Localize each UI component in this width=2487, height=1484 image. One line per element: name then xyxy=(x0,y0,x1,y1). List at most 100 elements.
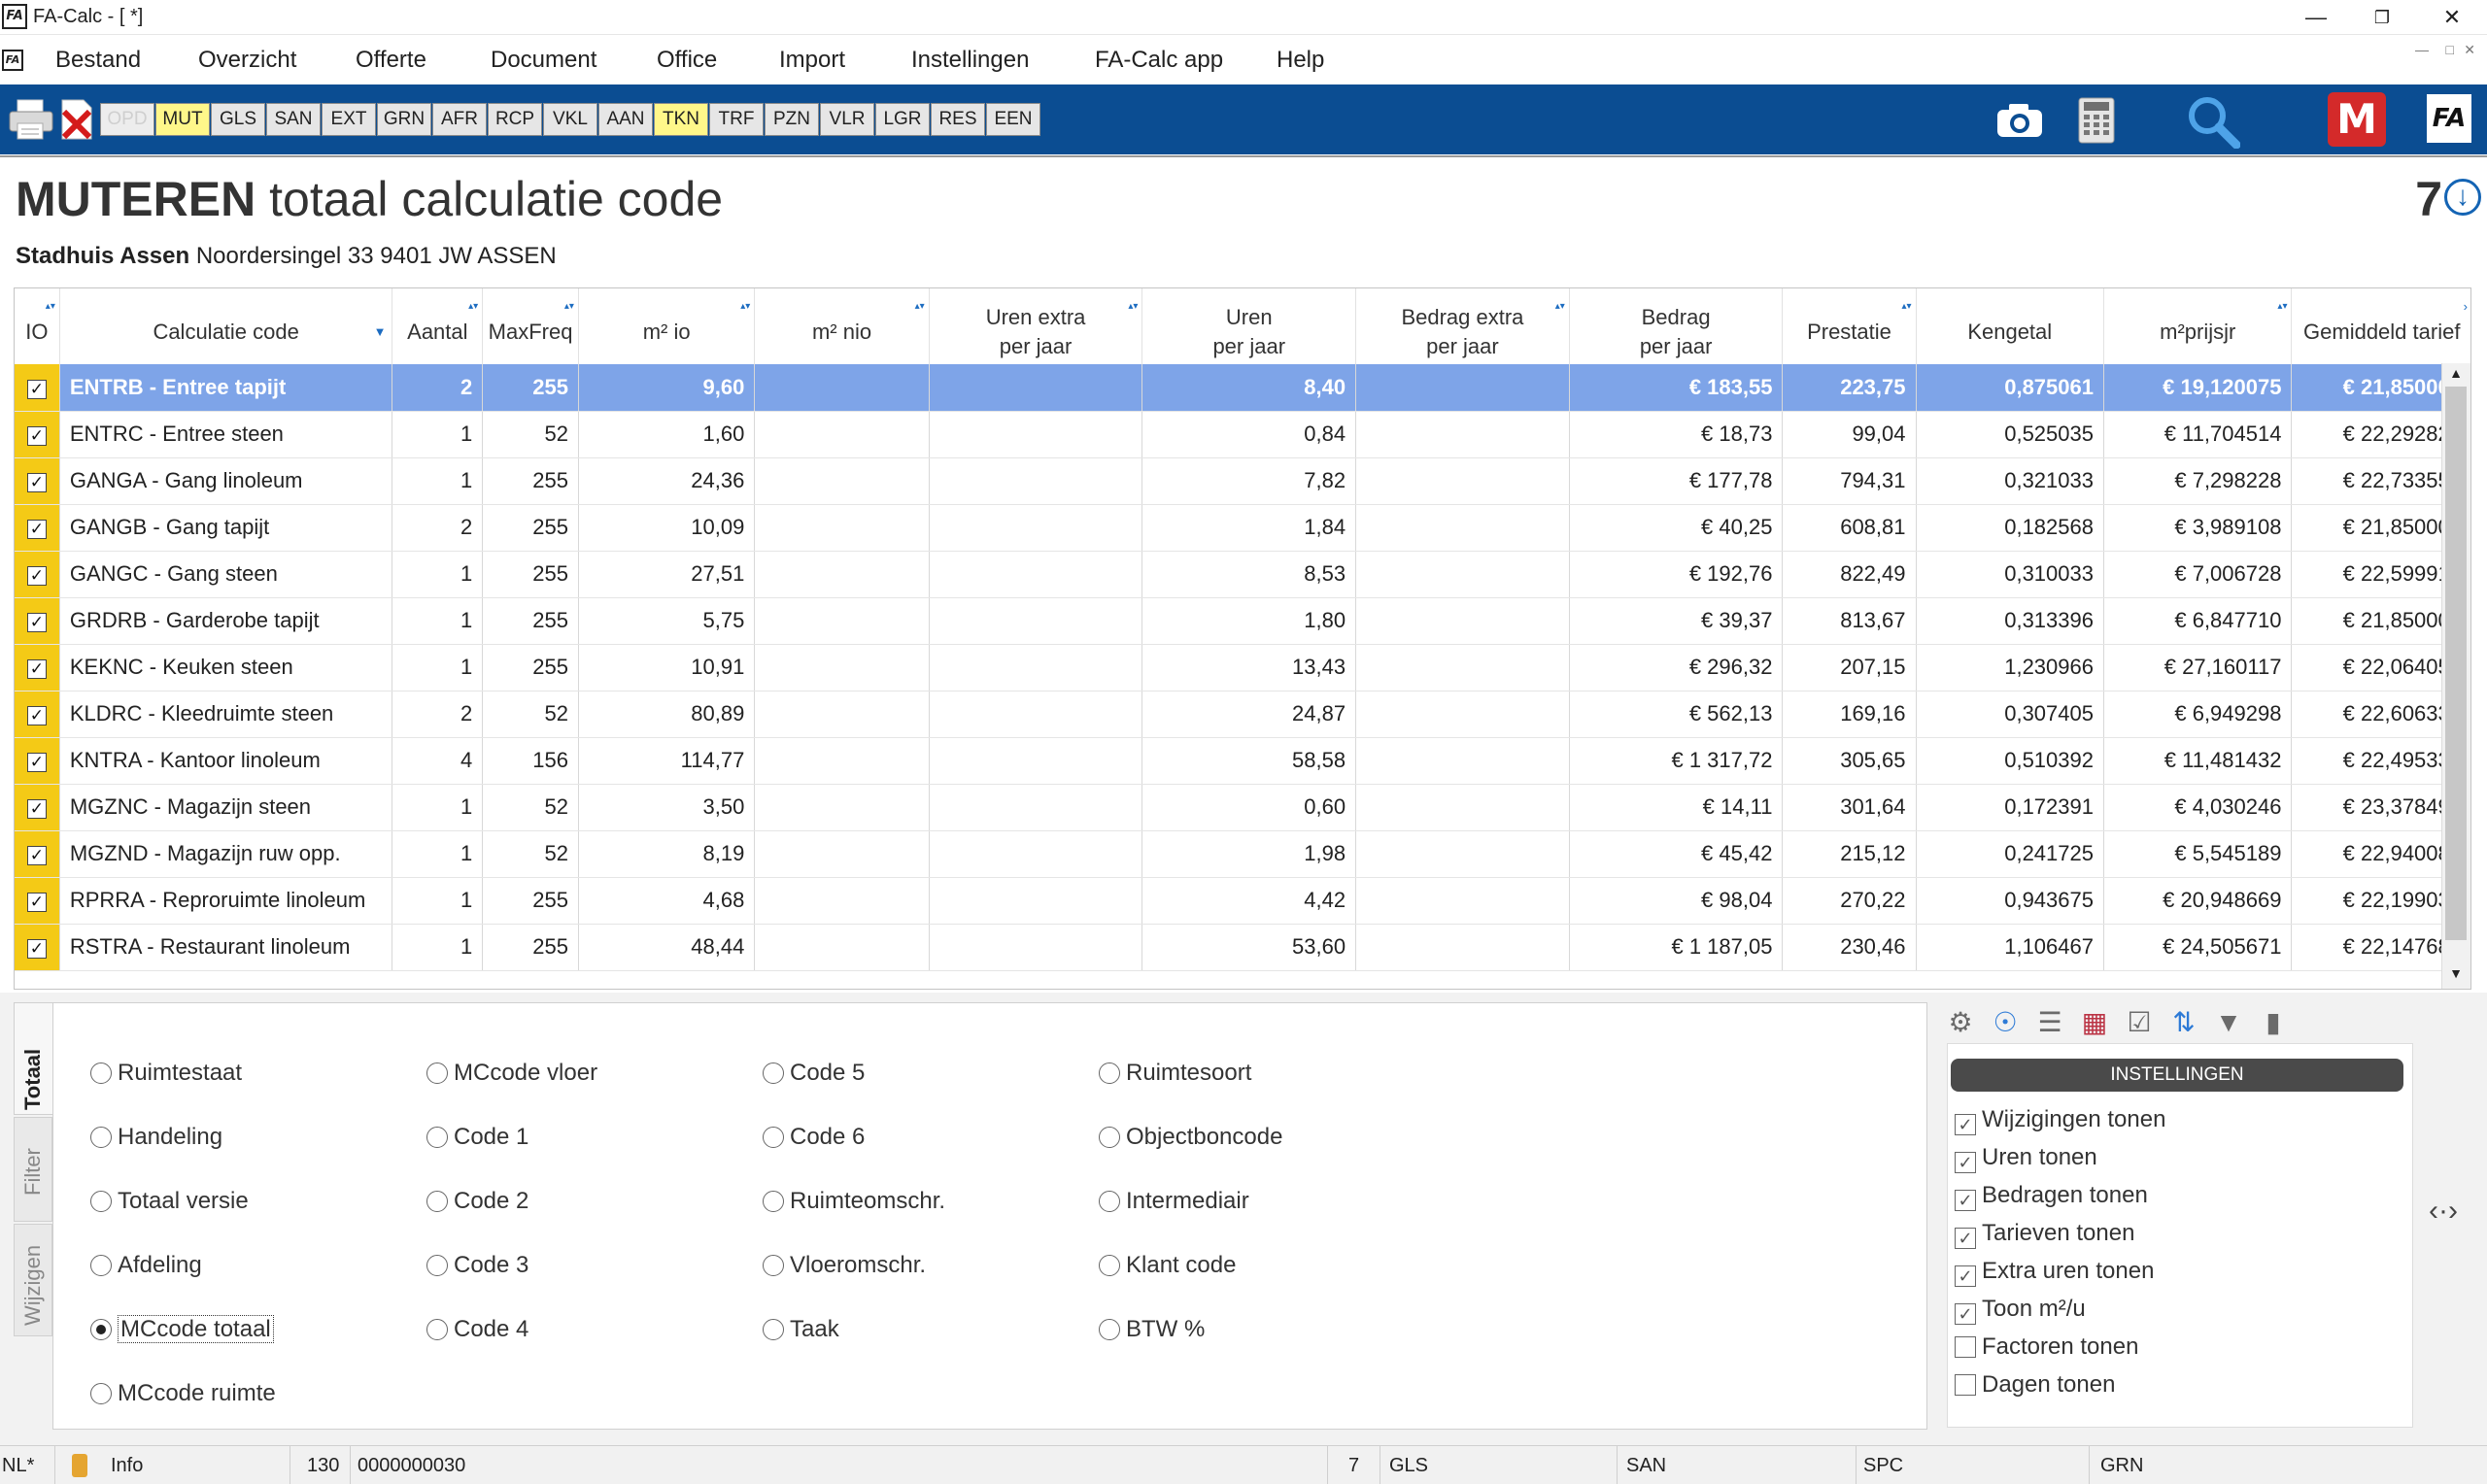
io-cell[interactable]: ✓ xyxy=(15,364,60,412)
setting-bedragen-tonen[interactable]: ✓ Bedragen tonen xyxy=(1955,1181,2148,1211)
io-cell[interactable]: ✓ xyxy=(15,830,60,878)
io-checkbox[interactable]: ✓ xyxy=(26,566,47,586)
option-taak[interactable]: Taak xyxy=(763,1314,839,1345)
table-row[interactable]: ✓ GANGC - Gang steen 1 255 27,51 8,53 € 192,76… xyxy=(15,551,2470,598)
table-row[interactable]: ✓ ENTRB - Entree tapijt 2 255 9,60 8,40 € 183,… xyxy=(15,364,2470,412)
checkbox-icon[interactable]: ✓ xyxy=(1955,1114,1976,1135)
sort-icon[interactable]: ▴▾ xyxy=(1554,301,1565,312)
mdi-minimize-icon[interactable]: — xyxy=(2415,42,2429,57)
module-tab-tkn[interactable]: TKN xyxy=(654,103,708,136)
camera-icon[interactable] xyxy=(1993,98,2046,141)
setting-extra-uren-tonen[interactable]: ✓ Extra uren tonen xyxy=(1955,1257,2154,1287)
io-checkbox[interactable]: ✓ xyxy=(26,846,47,865)
io-checkbox[interactable]: ✓ xyxy=(26,753,47,772)
module-tab-ext[interactable]: EXT xyxy=(322,103,376,136)
minimize-button[interactable]: — xyxy=(2305,5,2327,29)
sort-icon[interactable]: ▴▾ xyxy=(1901,301,1912,312)
radio-icon[interactable] xyxy=(1099,1255,1120,1276)
column-header-12[interactable]: m²prijsjr ▴▾ xyxy=(2103,288,2293,364)
module-tab-san[interactable]: SAN xyxy=(266,103,321,136)
column-header-8[interactable]: Bedrag extra per jaar ▴▾ xyxy=(1355,288,1570,364)
module-tab-een[interactable]: EEN xyxy=(986,103,1040,136)
print-icon[interactable] xyxy=(8,98,54,141)
module-tab-rcp[interactable]: RCP xyxy=(488,103,542,136)
io-checkbox[interactable]: ✓ xyxy=(26,520,47,539)
io-checkbox[interactable]: ✓ xyxy=(26,799,47,819)
radio-icon[interactable] xyxy=(426,1127,448,1148)
radio-icon[interactable] xyxy=(90,1383,112,1404)
table-row[interactable]: ✓ KEKNC - Keuken steen 1 255 10,91 13,43 € 296… xyxy=(15,644,2470,691)
column-header-11[interactable]: Kengetal xyxy=(1916,288,2104,364)
io-cell[interactable]: ✓ xyxy=(15,784,60,831)
setting-factoren-tonen[interactable]: Factoren tonen xyxy=(1955,1332,2138,1362)
sort-icon[interactable]: ▴▾ xyxy=(563,301,574,312)
module-tab-pzn[interactable]: PZN xyxy=(765,103,819,136)
radio-icon[interactable] xyxy=(426,1062,448,1084)
io-cell[interactable]: ✓ xyxy=(15,644,60,691)
sort-icon[interactable]: ▴▾ xyxy=(45,301,55,312)
setting-dagen-tonen[interactable]: Dagen tonen xyxy=(1955,1370,2115,1400)
table-row[interactable]: ✓ GANGA - Gang linoleum 1 255 24,36 7,82 € 177… xyxy=(15,457,2470,505)
scroll-right-icon[interactable]: › xyxy=(2463,299,2468,314)
tab-wijzigen[interactable]: Wijzigen xyxy=(14,1224,52,1336)
filter-icon[interactable]: ▼ xyxy=(373,324,387,339)
radio-icon[interactable] xyxy=(90,1191,112,1212)
radio-icon[interactable] xyxy=(1099,1319,1120,1340)
radio-icon[interactable] xyxy=(426,1191,448,1212)
option-btw-[interactable]: BTW % xyxy=(1099,1314,1205,1345)
radio-icon[interactable] xyxy=(426,1319,448,1340)
checkbox-icon[interactable]: ✓ xyxy=(1955,1152,1976,1173)
fa-menu-icon[interactable]: FA xyxy=(2,50,23,71)
option-totaal-versie[interactable]: Totaal versie xyxy=(90,1186,249,1217)
checkbox-icon[interactable]: ✓ xyxy=(1955,1265,1976,1287)
maximize-button[interactable]: ❐ xyxy=(2373,8,2391,27)
module-tab-vlr[interactable]: VLR xyxy=(820,103,874,136)
io-cell[interactable]: ✓ xyxy=(15,504,60,552)
sort-arrows-icon[interactable]: ⇅ xyxy=(2172,1007,2196,1037)
sort-icon[interactable]: ▴▾ xyxy=(1128,301,1139,312)
module-tab-gls[interactable]: GLS xyxy=(211,103,265,136)
resize-arrows-icon[interactable]: ‹·› xyxy=(2429,1195,2458,1227)
scroll-down-icon[interactable]: ▼ xyxy=(2449,965,2463,981)
io-checkbox[interactable]: ✓ xyxy=(26,613,47,632)
column-header-4[interactable]: m² io ▴▾ xyxy=(578,288,756,364)
option-code-4[interactable]: Code 4 xyxy=(426,1314,528,1345)
menu-help[interactable]: Help xyxy=(1277,47,1325,73)
radio-icon[interactable] xyxy=(90,1255,112,1276)
option-vloeromschr-[interactable]: Vloeromschr. xyxy=(763,1250,926,1281)
tab-filter[interactable]: Filter xyxy=(14,1117,52,1222)
close-button[interactable]: ✕ xyxy=(2442,5,2462,29)
gear-icon[interactable]: ⚙ xyxy=(1948,1007,1973,1037)
radio-icon[interactable] xyxy=(763,1319,784,1340)
checkbox-icon[interactable]: ✓ xyxy=(1955,1190,1976,1211)
option-mccode-totaal[interactable]: MCcode totaal xyxy=(90,1314,274,1345)
lines-icon[interactable]: ☰ xyxy=(2037,1007,2062,1037)
menu-import[interactable]: Import xyxy=(779,47,846,73)
list-circle-icon[interactable]: ☉ xyxy=(1993,1007,2018,1037)
radio-icon[interactable] xyxy=(763,1127,784,1148)
grid-scrollbar[interactable]: ▲ ▼ xyxy=(2441,363,2470,989)
io-cell[interactable]: ✓ xyxy=(15,877,60,925)
module-tab-vkl[interactable]: VKL xyxy=(543,103,597,136)
io-checkbox[interactable]: ✓ xyxy=(26,939,47,959)
table-row[interactable]: ✓ MGZNC - Magazijn steen 1 52 3,50 0,60 € 14,1… xyxy=(15,784,2470,831)
column-header-5[interactable]: m² nio ▴▾ xyxy=(754,288,930,364)
table-row[interactable]: ✓ ENTRC - Entree steen 1 52 1,60 0,84 € 18,73 9… xyxy=(15,411,2470,458)
checkbox-icon[interactable] xyxy=(1955,1336,1976,1358)
menu-bestand[interactable]: Bestand xyxy=(55,47,142,73)
setting-wijzigingen-tonen[interactable]: ✓ Wijzigingen tonen xyxy=(1955,1105,2165,1135)
delete-document-icon[interactable] xyxy=(58,98,95,141)
menu-offerte[interactable]: Offerte xyxy=(356,47,426,73)
table-row[interactable]: ✓ KNTRA - Kantoor linoleum 4 156 114,77 58,58… xyxy=(15,737,2470,785)
option-mccode-ruimte[interactable]: MCcode ruimte xyxy=(90,1378,276,1409)
module-tab-opd[interactable]: OPD xyxy=(100,103,154,136)
module-tab-mut[interactable]: MUT xyxy=(155,103,210,136)
module-tab-aan[interactable]: AAN xyxy=(598,103,653,136)
column-header-0[interactable]: IO ▴▾ xyxy=(15,288,60,364)
sort-icon[interactable]: ▴▾ xyxy=(740,301,751,312)
menu-instellingen[interactable]: Instellingen xyxy=(911,47,1030,73)
magnifier-icon[interactable] xyxy=(2186,94,2240,149)
column-header-3[interactable]: MaxFreq ▴▾ xyxy=(482,288,579,364)
io-cell[interactable]: ✓ xyxy=(15,551,60,598)
option-handeling[interactable]: Handeling xyxy=(90,1122,222,1153)
